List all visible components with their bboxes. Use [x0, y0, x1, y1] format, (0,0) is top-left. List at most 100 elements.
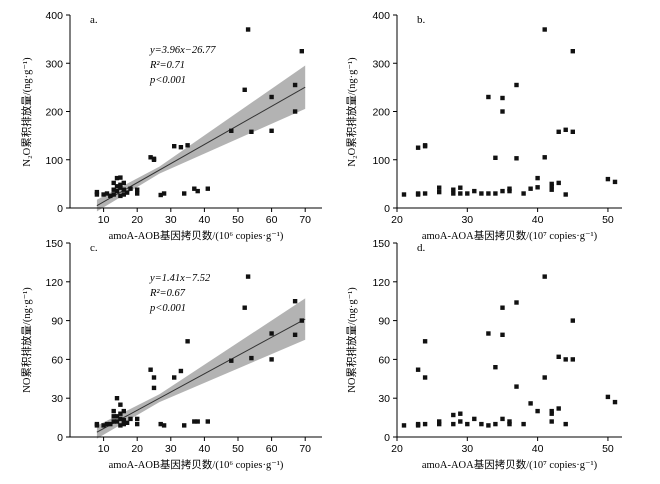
- regression-line: [96, 86, 306, 207]
- data-point: [563, 192, 568, 197]
- data-point: [118, 175, 123, 180]
- data-point: [101, 423, 106, 428]
- data-point: [111, 414, 116, 419]
- data-point: [195, 419, 200, 424]
- data-point: [605, 394, 611, 400]
- data-point: [114, 396, 120, 401]
- y-tick-label: 150: [372, 238, 390, 250]
- confidence-band: [96, 65, 306, 212]
- data-point: [472, 188, 477, 194]
- x-tick-label: 10: [98, 214, 110, 226]
- y-tick-label: 300: [45, 58, 63, 70]
- data-point: [458, 185, 463, 190]
- data-point: [493, 365, 498, 370]
- confidence-band: [96, 298, 306, 439]
- data-point: [121, 408, 126, 414]
- data-point: [528, 186, 533, 191]
- regression-equation-line: y=1.41x−7.52: [149, 273, 211, 284]
- x-tick-label: 50: [232, 443, 244, 455]
- data-point: [292, 299, 298, 304]
- panel-d: 20 30 40 50 0 30 60 90 120 150 d. amoA-AOA基因拷贝数/(10…: [345, 238, 622, 471]
- data-point: [451, 421, 456, 427]
- data-point: [437, 419, 442, 424]
- data-point: [500, 305, 505, 310]
- x-tick-label: 70: [299, 214, 311, 226]
- data-point: [114, 184, 120, 189]
- regression-line: [96, 318, 306, 433]
- x-axis-title: amoA-AOA基因拷贝数/(10⁷ copies·g⁻¹): [422, 458, 598, 471]
- panel-label: a.: [90, 14, 98, 26]
- data-point: [507, 186, 512, 191]
- x-tick-label: 50: [602, 443, 614, 455]
- data-point: [563, 357, 568, 362]
- y-axis-title: N₂O累积排放量/(ng·g⁻¹): [20, 57, 33, 167]
- y-tick-label: 0: [57, 432, 63, 444]
- data-point: [242, 305, 247, 310]
- data-point: [185, 339, 190, 344]
- data-point: [556, 129, 561, 134]
- data-point: [507, 421, 512, 427]
- y-tick-label: 100: [45, 155, 63, 167]
- y-tick-label: 150: [45, 238, 63, 250]
- data-point: [108, 421, 113, 427]
- data-point: [514, 156, 519, 161]
- data-point: [570, 357, 575, 362]
- data-point: [549, 184, 554, 189]
- regression-equation-line: R²=0.71: [149, 60, 185, 71]
- data-point: [542, 375, 547, 380]
- data-point: [118, 193, 123, 199]
- x-tick-label: 50: [232, 214, 244, 226]
- data-point: [111, 408, 116, 414]
- data-point: [451, 191, 456, 196]
- x-tick-label: 30: [165, 443, 177, 455]
- regression-equation-line: p<0.001: [149, 303, 186, 314]
- data-point: [229, 128, 234, 133]
- x-axis-title: amoA-AOB基因拷贝数/(10⁶ copies·g⁻¹): [109, 229, 284, 242]
- data-point: [422, 339, 428, 344]
- x-tick-label: 70: [299, 443, 311, 455]
- regression-equation-line: p<0.001: [149, 75, 186, 86]
- data-point: [135, 421, 140, 427]
- data-point: [500, 95, 505, 101]
- data-point: [486, 331, 491, 336]
- y-tick-label: 200: [372, 107, 390, 119]
- data-point: [118, 416, 123, 422]
- x-tick-label: 20: [131, 214, 143, 226]
- data-point: [299, 49, 304, 54]
- data-point: [528, 401, 533, 406]
- data-point: [422, 144, 428, 149]
- x-tick-label: 40: [199, 214, 211, 226]
- data-point: [229, 358, 234, 363]
- data-point: [458, 411, 463, 416]
- data-point: [514, 384, 519, 389]
- data-point: [118, 182, 123, 187]
- y-tick-label: 0: [57, 203, 63, 215]
- x-tick-label: 20: [391, 443, 403, 455]
- data-point: [542, 27, 547, 32]
- data-point: [135, 187, 140, 192]
- data-point: [415, 421, 421, 427]
- y-tick-label: 30: [51, 393, 63, 405]
- panel-label: c.: [90, 242, 98, 254]
- data-point: [458, 419, 463, 424]
- data-point: [570, 318, 575, 323]
- data-point: [192, 419, 197, 424]
- data-point: [535, 175, 540, 181]
- data-point: [124, 190, 130, 195]
- data-point: [114, 414, 120, 419]
- y-tick-label: 120: [45, 277, 63, 289]
- x-tick-label: 30: [461, 443, 473, 455]
- x-tick-label: 60: [266, 214, 278, 226]
- data-point: [563, 127, 568, 132]
- y-tick-label: 30: [378, 393, 390, 405]
- x-tick-label: 30: [461, 214, 473, 226]
- panel-label: d.: [417, 242, 426, 254]
- data-point: [205, 419, 210, 424]
- data-point: [121, 421, 126, 427]
- data-point: [612, 399, 618, 405]
- data-point: [570, 49, 575, 54]
- y-tick-label: 300: [372, 58, 390, 70]
- data-point: [245, 27, 251, 32]
- data-point: [451, 187, 456, 192]
